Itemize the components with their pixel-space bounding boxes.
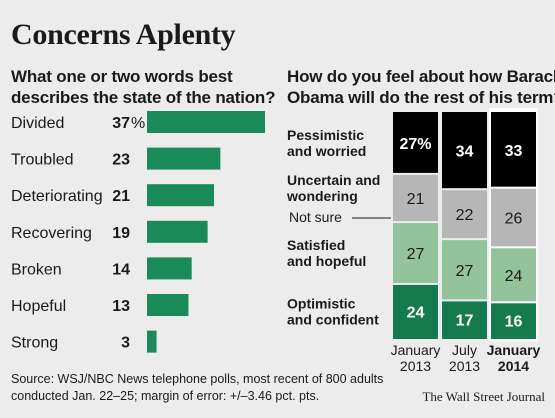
source-line: conducted Jan. 22–25; margin of error: +… [11, 389, 320, 403]
stacked-segment [393, 284, 438, 339]
value-label: 3 [121, 335, 130, 352]
stacked-segment [393, 223, 438, 283]
category-label: Troubled [11, 152, 74, 169]
series-label: and worried [287, 143, 366, 159]
percent-sign: % [131, 115, 145, 132]
source-note: Source: WSJ/NBC News telephone polls, mo… [11, 371, 383, 405]
value-label: 13 [112, 298, 130, 315]
left-subtitle-line: What one or two words best [11, 67, 233, 86]
category-label: Deteriorating [11, 188, 103, 205]
annotation-label: Not sure [289, 209, 342, 225]
bar [147, 220, 208, 243]
segment-value-label: 17 [456, 313, 474, 330]
category-label: Broken [11, 261, 62, 278]
stacked-segment [491, 248, 536, 302]
value-label: 19 [112, 225, 130, 242]
segment-value-label: 27 [407, 246, 425, 263]
segment-value-label: 22 [456, 207, 474, 224]
chart-title: Concerns Aplenty [11, 18, 236, 51]
series-label: and confident [287, 311, 379, 327]
bar [147, 257, 192, 280]
series-label: Optimistic [287, 295, 356, 311]
stacked-segment [393, 112, 438, 173]
x-tick-label: 2013 [400, 358, 431, 374]
series-label: Satisfied [287, 237, 345, 253]
series-label: and hopeful [287, 253, 366, 269]
segment-value-label: 24 [505, 268, 523, 285]
stacked-segment [491, 303, 536, 339]
stacked-segment [442, 190, 487, 239]
value-label: 14 [112, 261, 130, 278]
publisher-credit: The Wall Street Journal [422, 389, 545, 404]
stacked-segment [491, 188, 536, 247]
segment-value-label: 27% [399, 136, 431, 153]
right-subtitle-line: How do you feel about how Barack [287, 67, 555, 86]
x-tick-label: 2014 [498, 358, 529, 374]
series-label: Pessimistic [287, 127, 364, 143]
stacked-segment [442, 301, 487, 339]
segment-value-label: 24 [407, 304, 425, 321]
value-label: 37 [112, 115, 130, 132]
x-tick-label: July [452, 342, 477, 358]
segment-value-label: 16 [505, 314, 523, 331]
bar [147, 184, 214, 207]
segment-value-label: 26 [505, 210, 523, 227]
x-tick-label: January [391, 342, 441, 358]
right-subtitle-line: Obama will do the rest of his term? [287, 88, 555, 107]
x-tick-label: January [487, 342, 541, 358]
segment-value-label: 27 [456, 263, 474, 280]
series-label: Uncertain and [287, 172, 380, 188]
right-chart-subtitle: How do you feel about how Barack Obama w… [287, 66, 555, 108]
stacked-segment [442, 112, 487, 189]
series-label: wondering [286, 188, 358, 204]
bar [147, 294, 189, 316]
stacked-segment [491, 112, 536, 187]
segment-value-label: 33 [505, 143, 523, 160]
value-label: 21 [112, 188, 130, 205]
stacked-segment [393, 174, 438, 222]
category-label: Hopeful [11, 298, 66, 315]
left-subtitle-line: describes the state of the nation? [11, 88, 276, 107]
segment-value-label: 21 [407, 191, 425, 208]
bar [147, 147, 221, 170]
stacked-segment [442, 240, 487, 300]
category-label: Recovering [11, 225, 92, 242]
value-label: 23 [112, 152, 130, 169]
category-label: Strong [11, 335, 58, 352]
source-line: Source: WSJ/NBC News telephone polls, mo… [11, 372, 384, 386]
bar [147, 111, 265, 133]
left-chart-subtitle: What one or two words best describes the… [11, 66, 276, 108]
x-tick-label: 2013 [449, 358, 480, 374]
category-label: Divided [11, 115, 64, 132]
bar [147, 330, 157, 353]
segment-value-label: 34 [456, 144, 474, 161]
